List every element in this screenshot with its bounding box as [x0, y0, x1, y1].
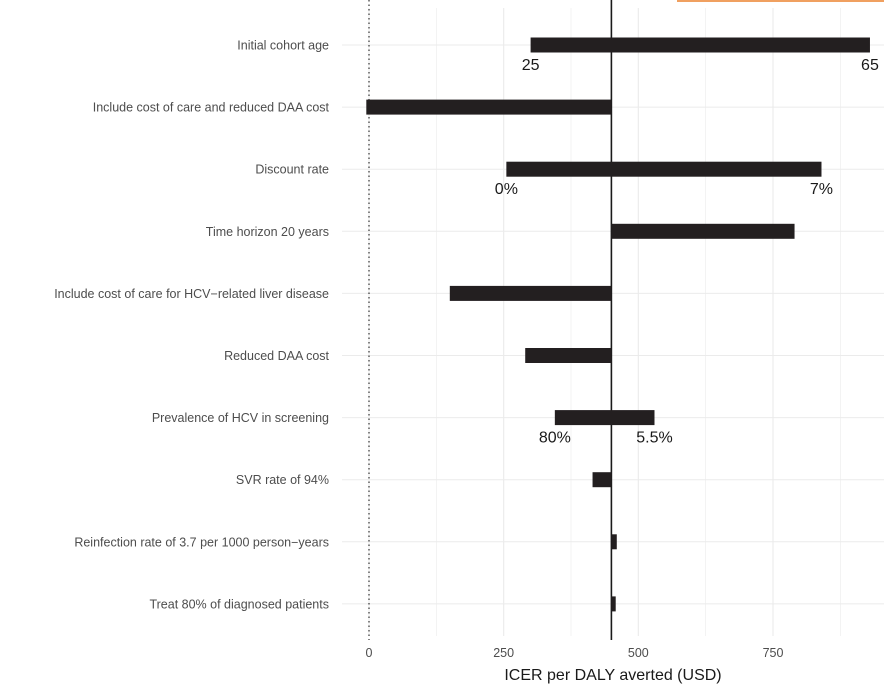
- bars: [366, 37, 870, 612]
- bar: [530, 37, 870, 53]
- bar-annotations: 25 65 0% 7% 80% 5.5%: [495, 57, 879, 447]
- x-tick-label: 0: [366, 646, 373, 660]
- bar: [611, 596, 616, 612]
- y-tick-label: Time horizon 20 years: [206, 225, 329, 239]
- y-tick-label: Prevalence of HCV in screening: [152, 411, 329, 425]
- bar: [554, 410, 655, 426]
- bar-annotation: 7%: [810, 181, 833, 198]
- y-tick-label: SVR rate of 94%: [236, 473, 329, 487]
- reference-lines: [368, 0, 613, 640]
- bar-annotation: 25: [522, 57, 540, 74]
- bar-annotation: 80%: [539, 430, 571, 447]
- y-tick-label: Reinfection rate of 3.7 per 1000 person−…: [74, 535, 329, 549]
- bar-annotation: 0%: [495, 181, 518, 198]
- bar: [525, 348, 612, 363]
- bar: [611, 223, 795, 239]
- orange-header-tab: [677, 0, 884, 2]
- x-tick-labels: 0 250 500 750: [366, 646, 784, 660]
- y-tick-label: Reduced DAA cost: [224, 349, 329, 363]
- x-tick-label: 500: [628, 646, 649, 660]
- y-tick-label: Initial cohort age: [237, 39, 329, 53]
- x-tick-label: 250: [493, 646, 514, 660]
- bar: [449, 285, 612, 301]
- y-tick-label: Discount rate: [255, 163, 329, 177]
- bar: [611, 534, 617, 550]
- bar: [366, 99, 612, 115]
- y-tick-label: Include cost of care for HCV−related liv…: [54, 287, 329, 301]
- y-tick-label: Include cost of care and reduced DAA cos…: [93, 101, 330, 115]
- x-tick-label: 750: [763, 646, 784, 660]
- bar-annotation: 5.5%: [636, 430, 672, 447]
- bar: [592, 472, 612, 488]
- y-tick-label: Treat 80% of diagnosed patients: [149, 597, 329, 611]
- x-axis-label: ICER per DALY averted (USD): [504, 667, 721, 684]
- y-tick-labels: Initial cohort age Include cost of care a…: [54, 39, 329, 612]
- bar-annotation: 65: [861, 57, 879, 74]
- bar: [506, 161, 822, 177]
